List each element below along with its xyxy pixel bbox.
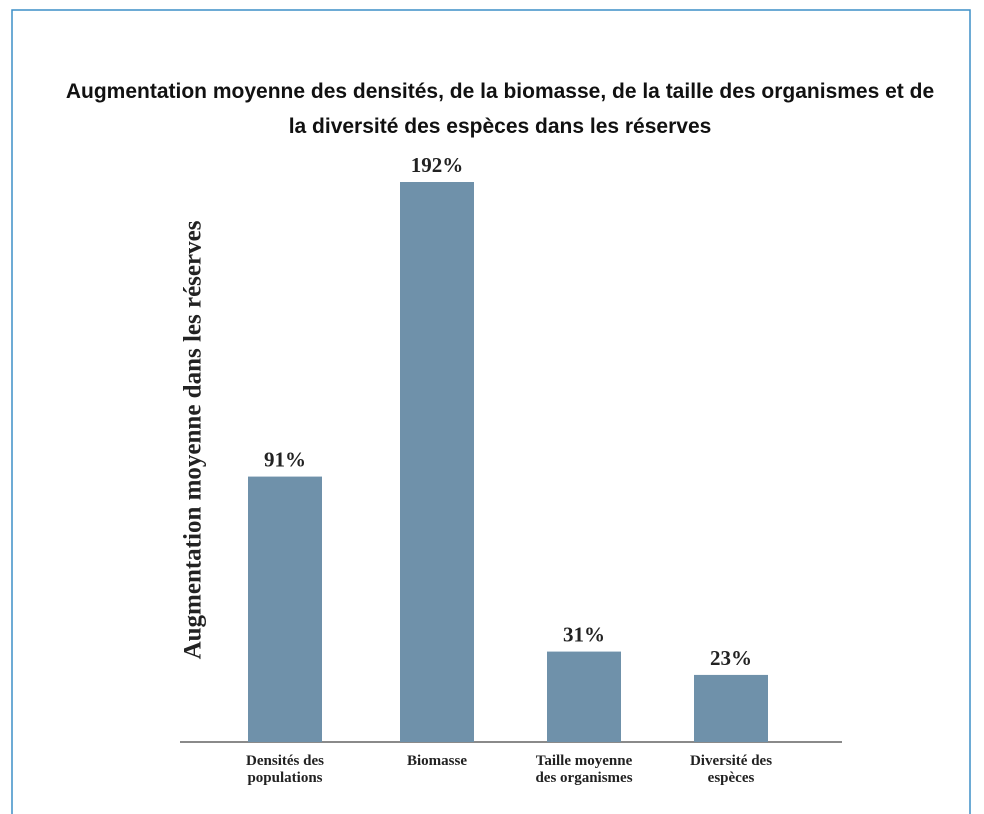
bar (248, 476, 322, 742)
x-tick-label: Densités des populations (246, 753, 324, 786)
value-label: 91% (264, 448, 306, 472)
x-tick-label: Taille moyenne des organismes (535, 753, 633, 786)
value-label: 23% (710, 646, 752, 670)
bar (694, 674, 768, 742)
value-label: 31% (563, 623, 605, 647)
bar (547, 651, 621, 742)
x-tick-label: Biomasse (407, 753, 467, 769)
bar (400, 182, 474, 742)
frame (11, 9, 971, 814)
value-label: 192% (411, 153, 464, 177)
y-axis-label: Augmentation moyenne dans les réserves (180, 220, 207, 659)
chart-title: Augmentation moyenne des densités, de la… (65, 80, 935, 138)
x-tick-label: Diversité des espèces (689, 753, 773, 786)
